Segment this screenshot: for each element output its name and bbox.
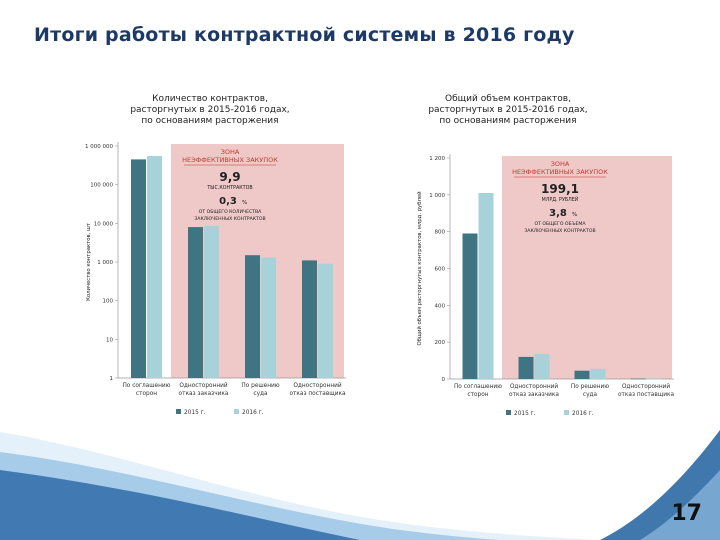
chart1-legend-swatch-2015: [176, 409, 181, 414]
chart1-category-label: По решению: [241, 383, 279, 389]
chart2-category-label: отказ заказчика: [509, 392, 559, 398]
chart2-zone-area: [502, 156, 672, 379]
chart2-bar-2016: [478, 192, 494, 379]
chart2-zone-share-value: 3,8: [549, 208, 567, 219]
chart1-bar-2016: [147, 156, 162, 378]
chart1-category-label: суда: [253, 391, 268, 397]
chart1-zone-share-value: 0,3: [219, 196, 237, 207]
chart2-bar-2016: [590, 368, 606, 379]
chart1-legend-swatch-2016: [234, 409, 239, 414]
chart2-ytick-label: 600: [435, 267, 446, 273]
chart2-legend-swatch-2015: [506, 410, 511, 415]
chart1-title: Количество контрактов, расторгнутых в 20…: [100, 94, 320, 127]
chart1-title-line: Количество контрактов,: [152, 94, 268, 104]
chart2-ytick-label: 0: [442, 377, 446, 383]
chart2-ytick-label: 800: [435, 230, 446, 236]
chart1-zone-note: ЗАКЛЮЧЕННЫХ КОНТРАКТОВ: [194, 216, 265, 222]
page-number: 17: [671, 501, 702, 526]
chart2-zone-note: ЗАКЛЮЧЕННЫХ КОНТРАКТОВ: [524, 228, 595, 234]
chart2-ytick-label: 200: [435, 340, 446, 346]
chart1-category-label: отказ заказчика: [179, 391, 229, 397]
chart1-ylabel: Количество контрактов, шт: [86, 223, 92, 301]
chart1-category-label: Односторонний: [179, 382, 228, 389]
chart2-ytick-label: 1 000: [429, 193, 445, 199]
chart1-category-label: По соглашению: [122, 383, 170, 389]
chart1-ytick-label: 10 000: [94, 221, 114, 227]
chart1-ytick-label: 1 000: [97, 260, 113, 266]
chart1-bar-2015: [131, 159, 146, 378]
page-title: Итоги работы контрактной системы в 2016 …: [34, 24, 575, 46]
chart2-zone-heading: НЕЭФФЕКТИВНЫХ ЗАКУПОК: [512, 168, 608, 176]
chart1-bar-2015: [302, 260, 317, 378]
chart2-legend-label-2015: 2015 г.: [514, 411, 536, 417]
chart2-category-label: По решению: [571, 384, 609, 390]
chart1-zone-heading: ЗОНА: [221, 148, 240, 156]
chart1-zone-heading: НЕЭФФЕКТИВНЫХ ЗАКУПОК: [182, 156, 278, 164]
chart2-zone-heading: ЗОНА: [551, 160, 570, 168]
chart2-category-label: суда: [583, 392, 598, 398]
chart2-bar-2015: [574, 370, 590, 379]
chart1-ytick-label: 1: [110, 376, 114, 382]
chart2-legend-label-2016: 2016 г.: [572, 411, 594, 417]
chart2-bar-2015: [630, 378, 646, 380]
chart2-title: Общий объем контрактов, расторгнутых в 2…: [398, 94, 618, 127]
chart2-zone-share-unit: %: [572, 212, 577, 218]
chart1-title-line: по основаниям расторжения: [141, 116, 279, 126]
chart1-category-label: отказ поставщика: [289, 391, 346, 397]
chart1-zone-note: ОТ ОБЩЕГО КОЛИЧЕСТВА: [199, 209, 262, 215]
chart1-ytick-label: 10: [106, 337, 113, 343]
chart2-zone-value: 199,1: [541, 182, 579, 196]
chart1-legend-label-2015: 2015 г.: [184, 410, 206, 416]
chart2-category-label: Односторонний: [510, 383, 559, 390]
chart2-category-label: Односторонний: [622, 383, 671, 390]
chart2-bar-2016: [646, 378, 662, 380]
chart2-zone-note: ОТ ОБЩЕГО ОБЪЕМА: [534, 221, 586, 227]
chart2-zone-unit: МЛРД. РУБЛЕЙ: [542, 196, 579, 203]
chart1-bar-2016: [204, 226, 219, 378]
chart2-legend-swatch-2016: [564, 410, 569, 415]
chart2-category-label: По соглашению: [454, 384, 502, 390]
chart1-ytick-label: 1 000 000: [85, 144, 113, 150]
chart1-zone-share-unit: %: [242, 200, 247, 206]
chart1-bar-2015: [188, 227, 203, 378]
chart2-category-label: отказ поставщика: [618, 392, 675, 398]
chart2-title-line: расторгнутых в 2015-2016 годах,: [428, 105, 588, 115]
chart1-bar-2016: [261, 257, 276, 378]
chart1-ytick-label: 100 000: [90, 183, 113, 189]
chart2-title-line: по основаниям расторжения: [439, 116, 577, 126]
chart1-zone-unit: ТЫС.КОНТРАКТОВ: [206, 185, 252, 191]
chart1-bar-2015: [245, 255, 260, 378]
chart2-ylabel: Общий объем расторгнутых контрактов, млр…: [416, 191, 423, 345]
chart2-bar-2015: [518, 356, 534, 379]
chart1-legend-label-2016: 2016 г.: [242, 410, 264, 416]
chart1-category-label: сторон: [136, 391, 157, 397]
chart2-ytick-label: 1 200: [429, 156, 445, 162]
chart2-title-line: Общий объем контрактов,: [445, 94, 571, 104]
chart2-bar-2016: [534, 354, 550, 379]
chart2-ytick-label: 400: [435, 303, 446, 309]
chart1-zone-value: 9,9: [219, 170, 240, 184]
chart1-title-line: расторгнутых в 2015-2016 годах,: [130, 105, 290, 115]
chart1-ytick-label: 100: [103, 299, 114, 305]
chart1-category-label: Односторонний: [293, 382, 342, 389]
chart1-bar-2016: [318, 263, 333, 378]
chart2-bar-2015: [462, 233, 478, 379]
chart2-category-label: сторон: [467, 392, 488, 398]
